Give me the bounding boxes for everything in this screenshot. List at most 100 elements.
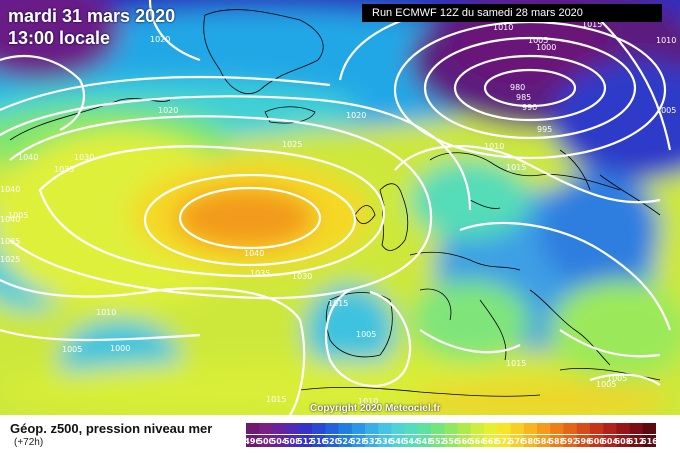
scale-swatch: [642, 423, 656, 434]
isobar-label: 1030: [292, 272, 312, 281]
scale-label-bg: [431, 435, 445, 447]
isobar-label: 1005: [528, 36, 548, 45]
isobar-label: 1005: [656, 106, 676, 115]
scale-label: 572: [496, 437, 513, 446]
scale-label: 576: [509, 437, 526, 446]
scale-label: 532: [363, 437, 380, 446]
scale-label-bg: [523, 435, 538, 447]
scale-label-bg: [312, 435, 326, 447]
scale-label: 580: [522, 437, 539, 446]
scale-label: 612: [628, 437, 645, 446]
scale-swatch: [431, 423, 445, 434]
scale-swatch: [272, 423, 286, 434]
scale-label: 556: [443, 437, 460, 446]
scale-label-bg: [298, 435, 313, 447]
scale-swatch: [312, 423, 326, 434]
scale-label-bg: [272, 435, 286, 447]
scale-label-bg: [484, 435, 498, 447]
scale-swatch: [298, 423, 313, 434]
pressure-map: 1020 1020 1020 1040 1035 1030 1025 1040 …: [0, 0, 680, 415]
isobar-label: 1020: [150, 35, 170, 44]
isobar-label: 1040: [0, 185, 20, 194]
isobar-label: 990: [522, 103, 537, 112]
isobar-label: 1020: [158, 106, 178, 115]
isobar-label: 995: [537, 125, 552, 134]
scale-label: 524: [337, 437, 354, 446]
scale-swatch: [444, 423, 458, 434]
scale-label: 596: [575, 437, 592, 446]
isobar-label: 1040: [18, 153, 38, 162]
scale-label-bg: [338, 435, 353, 447]
color-scale: 4965005045085125165205245285325365405445…: [246, 423, 656, 447]
scale-label-bg: [404, 435, 419, 447]
scale-label: 588: [548, 437, 565, 446]
scale-swatch: [470, 423, 485, 434]
isobar-label: 1005: [356, 330, 376, 339]
scale-label-bg: [246, 435, 260, 447]
pressure-labels: 1020 1020 1020 1040 1035 1030 1025 1040 …: [0, 20, 676, 406]
scale-label-bg: [510, 435, 525, 447]
scale-label-bg: [603, 435, 617, 447]
scale-label: 504: [271, 437, 288, 446]
isobar-label: 1040: [244, 249, 264, 258]
scale-swatch: [589, 423, 604, 434]
scale-label-bg: [563, 435, 577, 447]
isobar-label: 980: [510, 83, 525, 92]
scale-label: 616: [641, 437, 656, 446]
isobar-label: 1025: [282, 140, 302, 149]
scale-label-bg: [285, 435, 300, 447]
scale-label-bg: [629, 435, 644, 447]
scale-label: 548: [416, 437, 433, 446]
scale-label-bg: [259, 435, 273, 447]
isobar-label: 1010: [493, 23, 513, 32]
scale-label: 560: [456, 437, 473, 446]
isobar-label: 1015: [506, 359, 526, 368]
scale-label-bg: [378, 435, 392, 447]
scale-label-bg: [351, 435, 366, 447]
isobar-label: 1000: [110, 344, 130, 353]
scale-swatch: [325, 423, 339, 434]
scale-swatch: [603, 423, 617, 434]
isobar-label: 1010: [484, 142, 504, 151]
isobar-label: 1035: [250, 269, 270, 278]
isobar-label: 1035: [0, 237, 20, 246]
copyright-text: Copyright 2020 Meteociel.fr: [310, 403, 441, 414]
scale-swatch: [391, 423, 406, 434]
scale-label-bg: [444, 435, 458, 447]
scale-label-bg: [536, 435, 551, 447]
scale-label: 496: [246, 437, 261, 446]
scale-swatch: [629, 423, 644, 434]
scale-label: 568: [482, 437, 499, 446]
scale-label-bg: [576, 435, 591, 447]
isobars: [0, 0, 670, 415]
scale-label-bg: [616, 435, 630, 447]
scale-label: 564: [469, 437, 486, 446]
scale-swatch: [404, 423, 419, 434]
scale-swatch: [378, 423, 392, 434]
scale-label: 520: [324, 437, 341, 446]
scale-label: 512: [297, 437, 314, 446]
scale-label-bg: [470, 435, 485, 447]
scale-label: 528: [350, 437, 367, 446]
scale-swatch: [338, 423, 353, 434]
scale-label: 584: [535, 437, 552, 446]
scale-label-bg: [589, 435, 604, 447]
scale-label: 608: [615, 437, 632, 446]
scale-swatch: [497, 423, 511, 434]
isobar-label: 1010: [358, 397, 378, 406]
scale-label-bg: [391, 435, 406, 447]
scale-label: 508: [284, 437, 301, 446]
scale-swatch: [285, 423, 300, 434]
map-time: 13:00 locale: [8, 28, 111, 48]
scale-swatch: [536, 423, 551, 434]
scale-label-bg: [497, 435, 511, 447]
scale-swatch: [616, 423, 630, 434]
scale-label-bg: [550, 435, 564, 447]
isobar-label: 1015: [266, 395, 286, 404]
scale-swatch: [576, 423, 591, 434]
scale-label: 600: [588, 437, 605, 446]
isobar-label: 1005: [62, 345, 82, 354]
isobar-label: 1030: [74, 153, 94, 162]
scale-swatch: [457, 423, 472, 434]
isobar-label: 1040: [0, 215, 20, 224]
